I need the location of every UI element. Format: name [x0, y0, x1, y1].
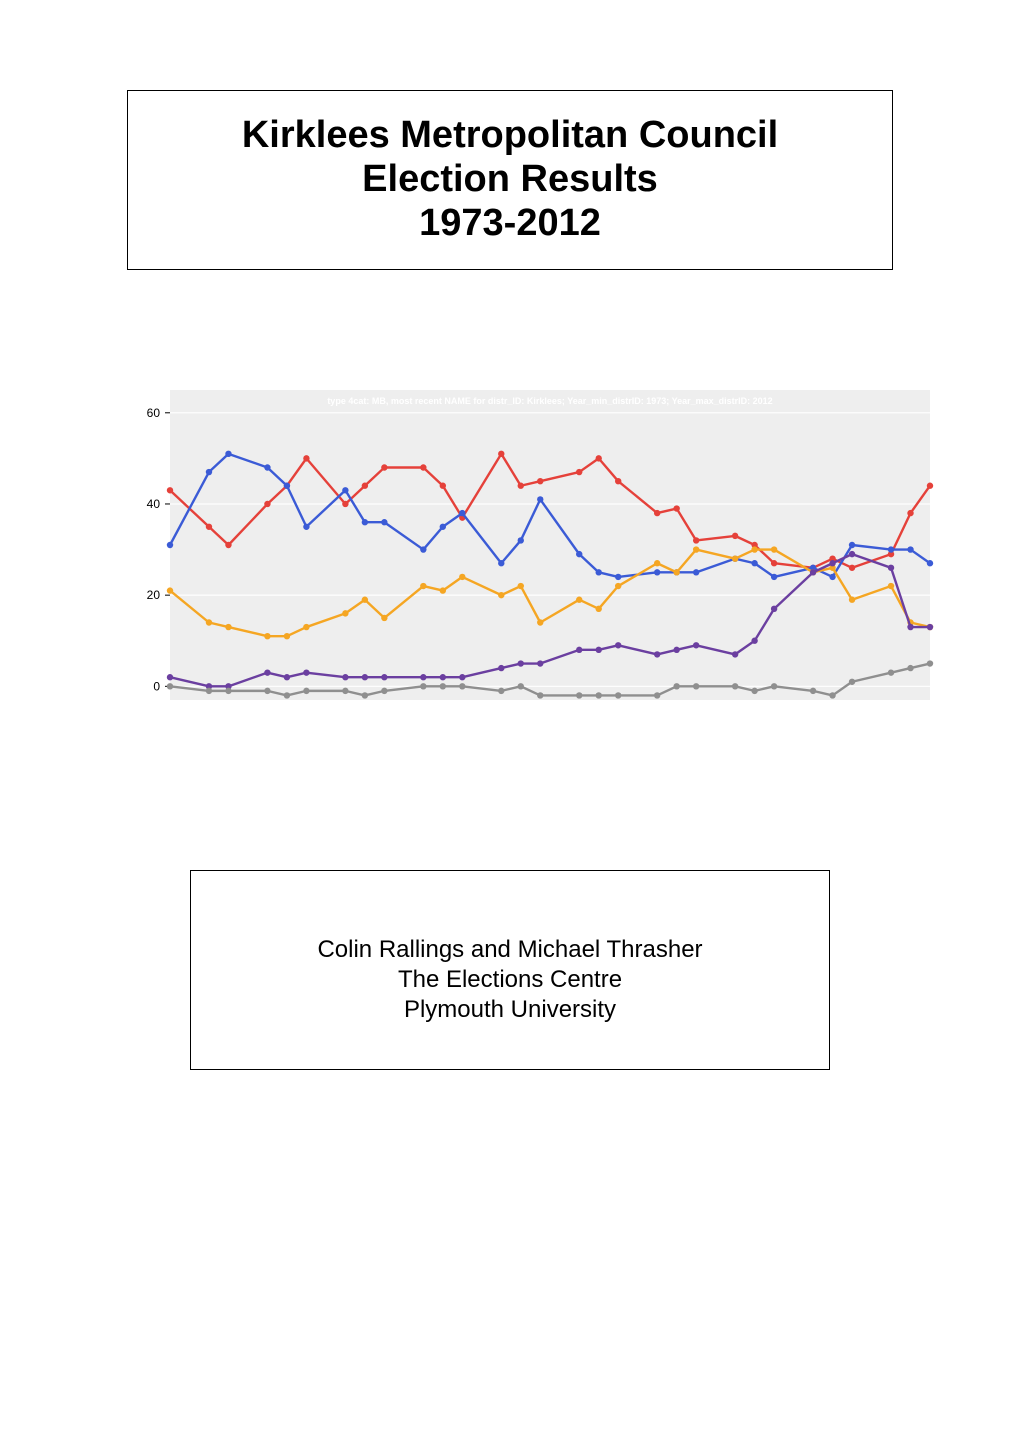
svg-text:60: 60 — [147, 406, 161, 420]
svg-text:40: 40 — [147, 497, 161, 511]
title-box: Kirklees Metropolitan Council Election R… — [127, 90, 893, 270]
title-line-3: 1973-2012 — [419, 202, 601, 246]
authors-line-1: Colin Rallings and Michael Thrasher — [317, 935, 702, 965]
svg-text:20: 20 — [147, 588, 161, 602]
authors-box: Colin Rallings and Michael Thrasher The … — [190, 870, 830, 1070]
vote-share-chart: 0 20 40 60 type 4cat: MB, most recent NAME f… — [100, 370, 940, 730]
title-line-2: Election Results — [362, 158, 658, 202]
authors-line-3: Plymouth University — [404, 995, 616, 1025]
title-line-1: Kirklees Metropolitan Council — [242, 114, 778, 158]
authors-line-2: The Elections Centre — [398, 965, 622, 995]
svg-text:type 4cat: MB, most recent NAM: type 4cat: MB, most recent NAME for dist… — [327, 396, 772, 406]
chart-svg: 0 20 40 60 type 4cat: MB, most recent NAME f… — [100, 370, 940, 730]
svg-text:0: 0 — [153, 679, 160, 693]
